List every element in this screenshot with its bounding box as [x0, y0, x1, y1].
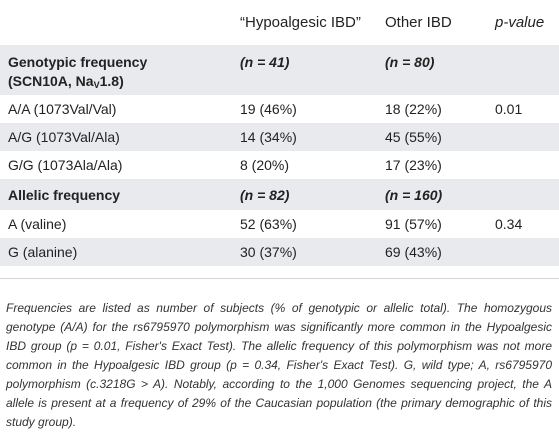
header-other-ibd: Other IBD [385, 14, 452, 31]
genotype-other-value: 17 (23%) [385, 157, 442, 173]
allele-label: A (valine) [8, 216, 67, 232]
genotypic-label-line2-sub: V [93, 80, 100, 90]
allelic-p-empty [487, 179, 559, 210]
allelic-n-other: (n = 160) [385, 186, 443, 203]
header-p-value: p-value [495, 14, 545, 31]
genotypic-p-empty [487, 45, 559, 95]
genotypic-label-line1: Genotypic frequency [8, 54, 148, 70]
header-empty [0, 0, 232, 45]
table-footnote: Frequencies are listed as number of subj… [6, 301, 552, 429]
allelic-label: Allelic frequency [8, 186, 121, 203]
table-bottom-divider [0, 278, 559, 279]
genotype-hypo-value: 19 (46%) [240, 101, 297, 117]
table-header-row: “Hypoalgesic IBD” Other IBD p-value [0, 0, 559, 45]
genotype-label: A/A (1073Val/Val) [8, 101, 117, 117]
genotype-p-value [487, 123, 559, 151]
genotypic-label-line2-pre: (SCN10A, Na [8, 73, 94, 89]
table-row: A (valine) 52 (63%) 91 (57%) 0.34 [0, 210, 559, 238]
genotype-p-value [487, 151, 559, 179]
allele-hypo-value: 52 (63%) [240, 216, 297, 232]
genotypic-group-row: Genotypic frequency (SCN10A, NaV1.8) (n … [0, 45, 559, 95]
allele-hypo-value: 30 (37%) [240, 244, 297, 260]
allelic-n-hypo: (n = 82) [240, 186, 290, 203]
genotype-label: A/G (1073Val/Ala) [8, 129, 120, 145]
genotypic-n-hypo: (n = 41) [240, 54, 290, 70]
genotype-table: “Hypoalgesic IBD” Other IBD p-value Geno… [0, 0, 559, 266]
header-hypoalgesic-ibd: “Hypoalgesic IBD” [240, 14, 361, 31]
allele-p-value [487, 238, 559, 266]
genotype-other-value: 18 (22%) [385, 101, 442, 117]
table-row: G (alanine) 30 (37%) 69 (43%) [0, 238, 559, 266]
genotypic-label: Genotypic frequency (SCN10A, NaV1.8) [0, 45, 232, 95]
allelic-group-row: Allelic frequency (n = 82) (n = 160) [0, 179, 559, 210]
genotypic-n-other: (n = 80) [385, 54, 435, 70]
allele-label: G (alanine) [8, 244, 78, 260]
genotype-p-value: 0.01 [495, 101, 523, 117]
table-row: A/A (1073Val/Val) 19 (46%) 18 (22%) 0.01 [0, 95, 559, 123]
allele-other-value: 91 (57%) [385, 216, 442, 232]
genotype-hypo-value: 8 (20%) [240, 157, 290, 173]
allele-other-value: 69 (43%) [385, 244, 442, 260]
genotype-hypo-value: 14 (34%) [240, 129, 297, 145]
genotype-label: G/G (1073Ala/Ala) [8, 157, 123, 173]
allele-p-value: 0.34 [495, 216, 523, 232]
genotype-other-value: 45 (55%) [385, 129, 442, 145]
table-row: A/G (1073Val/Ala) 14 (34%) 45 (55%) [0, 123, 559, 151]
table-row: G/G (1073Ala/Ala) 8 (20%) 17 (23%) [0, 151, 559, 179]
genotypic-label-line2-post: 1.8) [99, 73, 124, 89]
